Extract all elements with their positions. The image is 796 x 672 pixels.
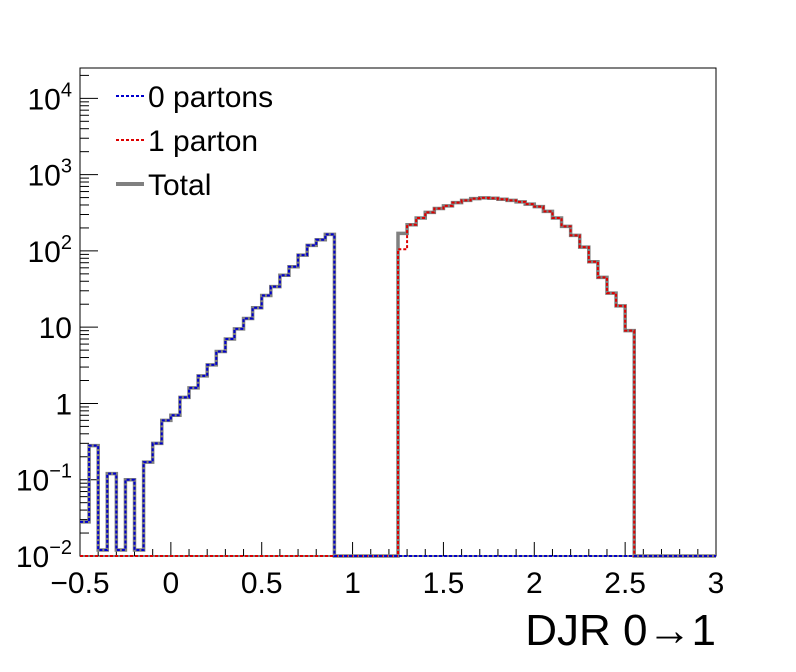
legend-label: Total [148, 169, 211, 202]
legend-label: 1 parton [148, 125, 258, 158]
y-tick-label: 10−1 [16, 461, 72, 498]
legend-label: 0 partons [148, 81, 273, 114]
series-1-parton [80, 196, 716, 557]
series-lines [80, 196, 716, 558]
y-tick-label: 104 [28, 79, 73, 116]
x-tick-label: 2 [526, 567, 543, 600]
y-tick-label: 10 [39, 312, 72, 345]
y-tick-label: 102 [28, 232, 73, 269]
x-tick-label: 0.5 [241, 567, 283, 600]
legend: 0 partons 1 parton Total [116, 81, 273, 202]
x-tick-label: 2.5 [604, 567, 646, 600]
x-tick-label: 0 [163, 567, 180, 600]
x-tick-label: 3 [708, 567, 725, 600]
x-tick-label: 1.5 [423, 567, 465, 600]
x-tick-labels: −0.5 0 0.5 1 1.5 2 2.5 3 [50, 567, 724, 600]
y-tick-label: 1 [55, 388, 72, 421]
y-tick-label: 10−2 [16, 537, 72, 574]
series-0-partons [80, 233, 716, 557]
x-tick-label: −0.5 [50, 567, 109, 600]
x-axis-label: DJR 0→1 [525, 606, 716, 655]
y-tick-label: 103 [28, 156, 73, 193]
y-tick-labels: 10−2 10−1 1 10 102 103 104 [16, 79, 72, 574]
x-tick-label: 1 [344, 567, 361, 600]
